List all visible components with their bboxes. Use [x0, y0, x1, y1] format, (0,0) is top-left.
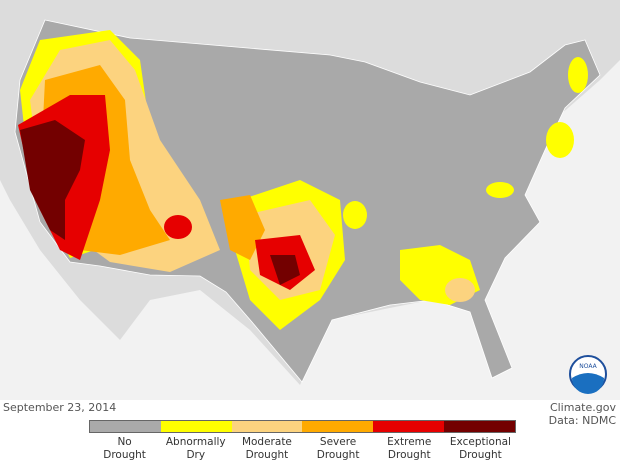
legend-label: Abnormally Dry [165, 436, 226, 461]
legend-swatch [90, 421, 161, 432]
legend-swatch [444, 421, 515, 432]
legend-labels: No Drought Abnormally Dry Moderate Drought Sev… [89, 436, 516, 462]
svg-text:NOAA: NOAA [579, 363, 597, 370]
noaa-logo: NOAA [569, 355, 607, 394]
legend-swatch [302, 421, 374, 432]
legend-label: Severe Drought [316, 436, 360, 461]
credit: Climate.gov Data: NDMC [549, 401, 616, 427]
legend-label: No Drought [103, 436, 146, 461]
legend-label: Exceptional Drought [449, 436, 511, 461]
drought-map: NOAA [0, 0, 620, 400]
legend-label: Extreme Drought [387, 436, 432, 461]
legend-label: Moderate Drought [241, 436, 292, 461]
map-date: September 23, 2014 [3, 401, 117, 414]
credit-data: Data: NDMC [548, 414, 616, 427]
legend-swatch [231, 421, 303, 432]
drought-areas [18, 30, 588, 330]
legend-swatch [160, 421, 232, 432]
legend-swatch [373, 421, 445, 432]
credit-source: Climate.gov [549, 401, 616, 414]
legend-bar [89, 420, 516, 433]
